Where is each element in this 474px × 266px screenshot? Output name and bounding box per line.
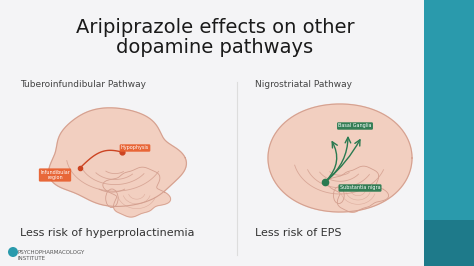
Polygon shape (328, 166, 389, 212)
Polygon shape (268, 104, 412, 212)
Text: Tuberoinfundibular Pathway: Tuberoinfundibular Pathway (20, 80, 146, 89)
Polygon shape (103, 167, 171, 217)
Text: Less risk of hyperprolactinemia: Less risk of hyperprolactinemia (20, 228, 194, 238)
Text: Hypophysis: Hypophysis (121, 146, 149, 151)
Circle shape (8, 247, 18, 257)
Text: PSYCHOPHARMACOLOGY
INSTITUTE: PSYCHOPHARMACOLOGY INSTITUTE (18, 250, 85, 261)
Polygon shape (49, 108, 186, 206)
Text: Substantia nigra: Substantia nigra (340, 185, 380, 190)
Ellipse shape (333, 187, 344, 203)
Text: dopamine pathways: dopamine pathways (117, 38, 314, 57)
Bar (424, 0, 474, 220)
Text: Basal Ganglia: Basal Ganglia (338, 123, 372, 128)
Ellipse shape (106, 189, 118, 207)
Text: Infundibular
region: Infundibular region (40, 170, 70, 180)
Bar (0, 0, 424, 266)
Text: Less risk of EPS: Less risk of EPS (255, 228, 341, 238)
Bar (424, 220, 474, 266)
Text: Aripiprazole effects on other: Aripiprazole effects on other (76, 18, 354, 37)
Text: Nigrostriatal Pathway: Nigrostriatal Pathway (255, 80, 352, 89)
